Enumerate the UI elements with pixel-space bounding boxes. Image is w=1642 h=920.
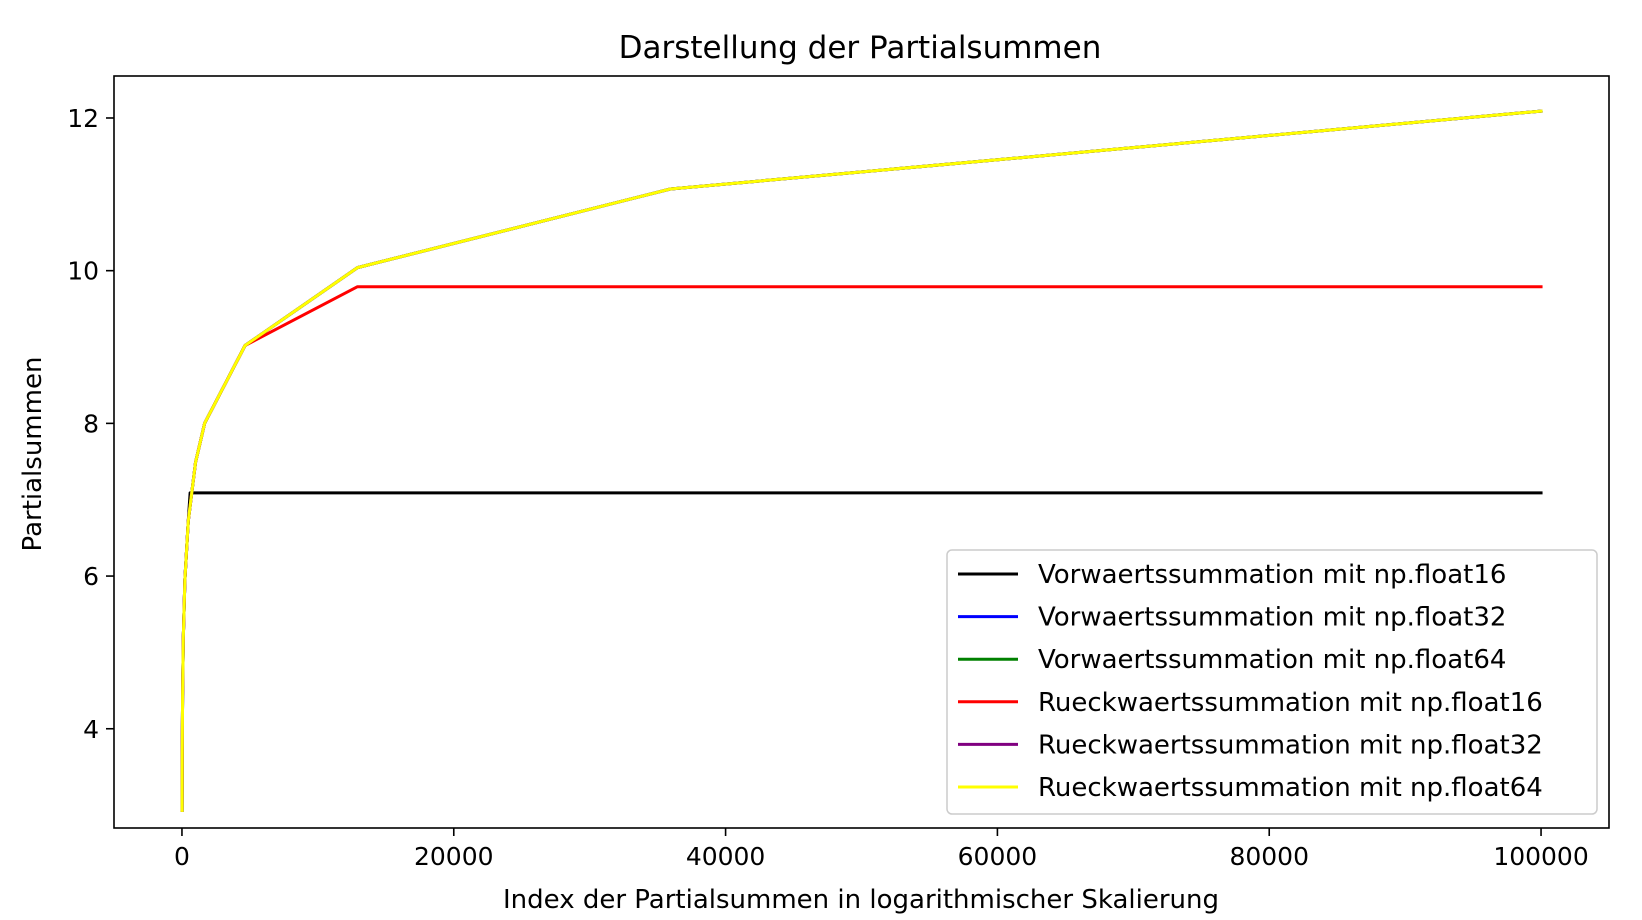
legend-label-5: Rueckwaertssummation mit np.float32 [1038,730,1543,760]
legend-label-4: Rueckwaertssummation mit np.float16 [1038,688,1543,718]
chart-title: Darstellung der Partialsummen [619,30,1102,66]
legend-label-3: Vorwaertssummation mit np.float64 [1038,645,1506,675]
y-tick-label: 8 [83,409,99,438]
x-tick-label: 40000 [686,842,766,871]
legend-label-1: Vorwaertssummation mit np.float16 [1038,560,1506,590]
x-tick-label: 0 [174,842,190,871]
x-tick-label: 80000 [1229,842,1309,871]
x-axis-ticks: 0 20000 40000 60000 80000 100000 [174,828,1589,871]
x-axis-label: Index der Partialsummen in logarithmisch… [503,885,1219,915]
plot-frame [113,75,1610,829]
legend-box [946,549,1598,815]
series-layer [180,109,1543,812]
y-tick-label: 4 [83,715,99,744]
y-axis-label: Partialsummen [18,357,48,552]
y-tick-label: 10 [67,257,99,286]
y-tick-label: 12 [67,104,99,133]
y-tick-label: 6 [83,562,99,591]
legend: Vorwaertssummation mit np.float16 Vorwaer… [946,549,1598,815]
x-tick-label: 100000 [1493,842,1588,871]
y-axis-ticks: 4 6 8 10 12 [67,104,114,744]
series-line-6 [180,109,1543,812]
legend-label-6: Rueckwaertssummation mit np.float64 [1038,773,1543,803]
x-tick-label: 20000 [414,842,494,871]
x-tick-label: 60000 [958,842,1038,871]
legend-label-2: Vorwaertssummation mit np.float32 [1038,603,1506,633]
